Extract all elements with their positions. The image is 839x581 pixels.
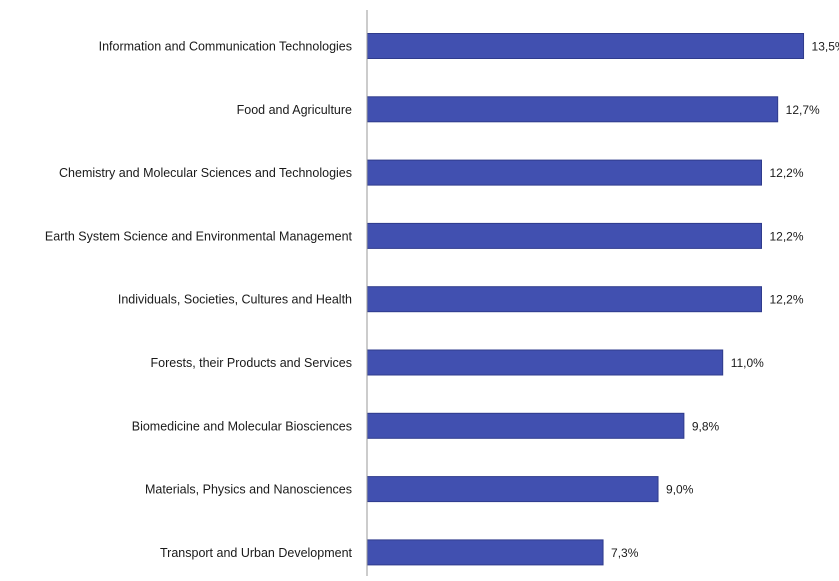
value-label-3: 12,2%	[769, 229, 803, 243]
bar-4	[366, 286, 762, 313]
value-label-6: 9,8%	[692, 419, 720, 433]
category-label-0: Information and Communication Technologi…	[99, 40, 352, 54]
bar-2	[366, 159, 762, 186]
category-label-4: Individuals, Societies, Cultures and Hea…	[118, 293, 352, 307]
category-label-7: Materials, Physics and Nanosciences	[145, 483, 352, 497]
bar-8	[366, 539, 604, 566]
value-label-1: 12,7%	[786, 103, 820, 117]
bar-6	[366, 412, 685, 439]
value-label-8: 7,3%	[611, 546, 639, 560]
bar-1	[366, 96, 779, 123]
value-labels: 13,5% 12,7% 12,2% 12,2% 12,2% 11,0% 9,8% 9,0% 7,…	[611, 40, 839, 560]
value-label-5: 11,0%	[731, 356, 764, 370]
value-label-7: 9,0%	[666, 483, 694, 497]
value-label-2: 12,2%	[769, 166, 803, 180]
category-label-8: Transport and Urban Development	[160, 546, 353, 560]
bar-7	[366, 476, 659, 503]
category-label-1: Food and Agriculture	[237, 103, 352, 117]
value-label-4: 12,2%	[769, 293, 803, 307]
bars-layer	[366, 33, 805, 566]
category-label-2: Chemistry and Molecular Sciences and Tec…	[59, 166, 352, 180]
category-label-5: Forests, their Products and Services	[151, 356, 352, 370]
bar-5	[366, 349, 724, 376]
bar-3	[366, 222, 762, 249]
value-label-0: 13,5%	[812, 40, 839, 54]
category-label-3: Earth System Science and Environmental M…	[45, 229, 353, 243]
bar-0	[366, 33, 805, 59]
category-label-6: Biomedicine and Molecular Biosciences	[132, 419, 352, 433]
category-labels: Information and Communication Technologi…	[45, 40, 353, 560]
